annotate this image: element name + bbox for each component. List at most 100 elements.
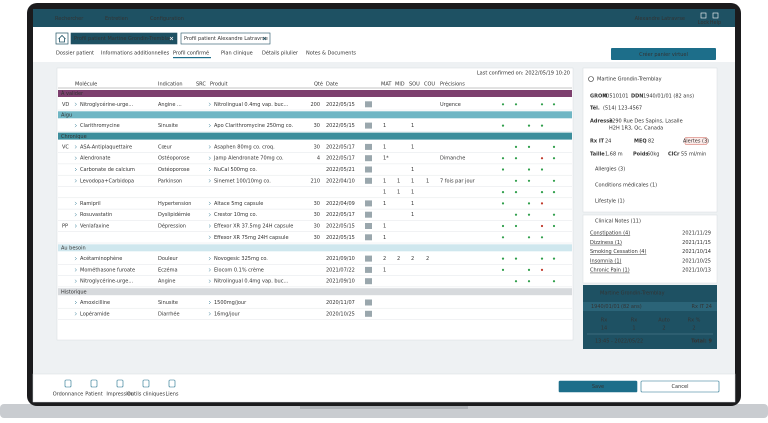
cell-produit[interactable]: Effexor XR 75mg 24H capsule xyxy=(214,235,289,241)
toolbar-label: Impression xyxy=(106,392,133,398)
nav-icon[interactable] xyxy=(700,12,707,19)
cell-produit[interactable]: Elocom 0.1% crème xyxy=(214,266,264,273)
cell-molecule[interactable]: Ramipril xyxy=(80,201,101,207)
laptop-notch xyxy=(300,404,468,409)
row-chevron xyxy=(74,179,77,183)
cell-molecule[interactable]: Nitroglycérine-urge... xyxy=(80,101,134,108)
status-dot xyxy=(552,280,556,283)
row-thumbnail xyxy=(365,177,372,184)
cell-qte: 30 xyxy=(314,212,320,218)
cell-produit[interactable]: Sinemet 100/10mg co. xyxy=(214,178,271,184)
subtab[interactable]: Plan clinique xyxy=(221,51,253,57)
cell-indication: Sinusite xyxy=(158,123,178,129)
nav-user[interactable]: Alexandre Latravrse xyxy=(635,16,685,22)
action-button[interactable] xyxy=(640,380,720,393)
home-button[interactable] xyxy=(55,32,69,45)
toolbar-icon[interactable] xyxy=(168,379,176,388)
notes-title[interactable]: Clinical Notes (11) xyxy=(595,219,641,225)
subtab[interactable]: Détails pilulier xyxy=(262,50,299,57)
status-dot xyxy=(514,179,518,182)
status-dot xyxy=(514,145,518,148)
cell-molecule[interactable]: ASA-Antiplaquettaire xyxy=(80,144,132,150)
card-time[interactable]: 13:45 - 2022/05/22 xyxy=(595,339,643,345)
cell-molecule[interactable]: Venlafaxine xyxy=(80,224,109,230)
note-link[interactable]: Constipation (4) xyxy=(590,231,630,237)
subtab[interactable]: Profil confirmé xyxy=(173,50,209,57)
toolbar-label: Liens xyxy=(165,392,178,398)
tab-close[interactable] xyxy=(262,36,267,41)
create-button[interactable] xyxy=(611,48,716,60)
nav-item[interactable]: Configuration xyxy=(150,16,184,22)
field-value: 1940/01/01 (82 ans) xyxy=(643,94,694,100)
tab-close[interactable] xyxy=(169,36,174,41)
cell-molecule[interactable]: Lopéramide xyxy=(80,310,110,317)
row-thumbnail xyxy=(365,299,372,306)
cell-produit[interactable]: Nitrolingual 0.4mg vap. buc... xyxy=(214,279,289,285)
card-stat-value: 2 xyxy=(692,326,695,332)
cell-molecule[interactable]: Nitroglycérine-urge... xyxy=(80,278,134,285)
cell-molecule[interactable]: Levodopa+Carbidopa xyxy=(80,178,134,184)
row-chevron xyxy=(208,213,211,217)
cell-produit[interactable]: 16mg/jour xyxy=(214,311,241,317)
section-title: Aigu xyxy=(61,113,72,119)
patient-tab[interactable] xyxy=(180,32,271,45)
status-dot xyxy=(552,145,556,148)
toolbar-icon[interactable] xyxy=(64,379,72,388)
status-dot xyxy=(514,157,518,160)
cell-date: 2022/05/17 xyxy=(326,144,355,150)
section-bar xyxy=(58,90,572,97)
column-header: SOU xyxy=(409,82,420,88)
cell-molecule[interactable]: Carbonate de calcium xyxy=(80,167,135,173)
cell-molecule[interactable]: Mométhasone furoate xyxy=(80,266,135,273)
cell-produit[interactable]: Nitrolingual 0.4mg vap. buc... xyxy=(214,102,289,108)
cell-date: 2021/09/10 xyxy=(326,256,355,262)
expander[interactable]: Conditions médicales (1) xyxy=(595,182,657,189)
column-header: COU xyxy=(424,82,435,88)
nav-icon-label: Help xyxy=(710,20,721,26)
cell-molecule[interactable]: Rosuvastatin xyxy=(80,212,112,218)
cell-produit[interactable]: 1500mg/jour xyxy=(214,300,247,306)
nav-item[interactable]: Entretien xyxy=(105,16,128,22)
field-label: GROM xyxy=(590,94,607,100)
note-link[interactable]: Insomnia (1) xyxy=(590,258,622,264)
expander[interactable]: Allergies (3) xyxy=(595,167,625,173)
cell-molecule[interactable]: Clarithromycine xyxy=(80,123,120,129)
alerts-badge[interactable] xyxy=(684,137,708,145)
action-button[interactable] xyxy=(558,380,638,393)
cell-molecule[interactable]: Alendronate xyxy=(80,156,111,162)
cell-indication: Angine ... xyxy=(158,102,182,108)
cell-molecule[interactable]: Acétaminophène xyxy=(80,255,122,262)
section-title: À valider xyxy=(61,90,84,97)
toolbar-icon[interactable] xyxy=(142,379,150,388)
row-chevron xyxy=(208,256,211,261)
cell-produit[interactable]: Apo Clarithromycine 250mg co. xyxy=(214,123,293,129)
note-link[interactable]: Chronic Pain (1) xyxy=(590,268,630,274)
patient-tab[interactable] xyxy=(70,32,178,45)
cell-produit[interactable]: Jamp Alendronate 70mg co. xyxy=(213,156,284,162)
row-thumbnail xyxy=(365,234,372,241)
expander[interactable]: Lifestyle (1) xyxy=(595,199,625,205)
note-link[interactable]: Dizziness (1) xyxy=(590,240,622,246)
cell-prefix: PP xyxy=(62,224,68,230)
cell-produit[interactable]: Altace 5mg capsule xyxy=(214,201,263,207)
subtab[interactable]: Dossier patient xyxy=(56,51,94,57)
cell-produit[interactable]: Crestor 10mg co. xyxy=(214,212,257,218)
cell-produit[interactable]: Novogesic 325mg co. xyxy=(214,256,268,262)
note-link[interactable]: Smoking Cessation (4) xyxy=(590,249,646,255)
subtab[interactable]: Informations additionnelles xyxy=(101,51,170,57)
nav-item[interactable]: Rechercher xyxy=(55,16,84,22)
toolbar-icon[interactable] xyxy=(90,379,98,388)
cell-produit[interactable]: NuCal 500mg co. xyxy=(214,167,257,173)
status-dot xyxy=(501,191,505,194)
cell-indication: Sinusite xyxy=(158,300,178,306)
cell-sou: 1 xyxy=(411,190,414,196)
nav-icon-label: Lock xyxy=(698,20,710,26)
nav-icon[interactable] xyxy=(712,12,719,19)
cell-molecule[interactable]: Amoxicilline xyxy=(80,300,110,306)
subtab[interactable]: Notes & Documents xyxy=(306,51,356,57)
field-value: 60kg xyxy=(647,152,659,158)
cell-produit[interactable]: Asaphen 80mg co. croq. xyxy=(214,144,275,150)
section-title: Chronique xyxy=(61,134,87,140)
toolbar-icon[interactable] xyxy=(116,379,124,388)
cell-produit[interactable]: Effexor XR 37.5mg 24H capsule xyxy=(214,224,293,230)
